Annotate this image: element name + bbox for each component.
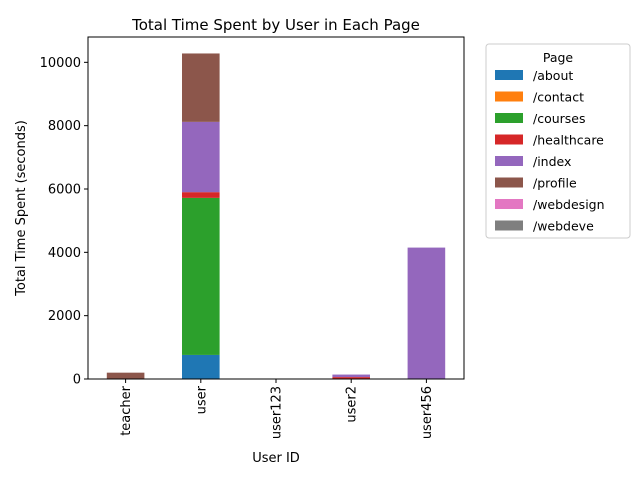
- legend-label-about: /about: [533, 68, 573, 83]
- bar-user-index: [182, 121, 220, 193]
- x-tick-label: user: [194, 385, 209, 414]
- bar-user2-index: [332, 374, 370, 378]
- y-tick-label: 6000: [48, 183, 81, 198]
- legend-label-webdesign: /webdesign: [533, 197, 605, 212]
- legend-swatch-index: [495, 156, 523, 166]
- y-tick-label: 4000: [48, 246, 81, 261]
- legend-swatch-profile: [495, 177, 523, 188]
- bars-group: [106, 53, 446, 379]
- legend: Page /about/contact/courses/healthcare/i…: [485, 43, 631, 239]
- bar-teacher-profile: [106, 372, 145, 379]
- legend-swatch-courses: [495, 113, 523, 123]
- x-tick-label: teacher: [119, 385, 134, 435]
- y-axis: 0 2000 4000 6000 8000 10000: [40, 56, 88, 388]
- x-tick-label: user2: [345, 386, 360, 423]
- legend-label-index: /index: [533, 154, 571, 169]
- x-tick-label: user456: [420, 386, 435, 439]
- y-tick-label: 0: [73, 373, 81, 388]
- y-tick-label: 2000: [48, 309, 81, 324]
- legend-swatch-healthcare: [495, 134, 523, 145]
- y-tick-label: 10000: [40, 56, 81, 71]
- legend-swatch-webdeve: [495, 220, 523, 231]
- legend-label-profile: /profile: [533, 176, 577, 191]
- x-axis: teacher user user123 user2 user456: [119, 379, 435, 439]
- chart-title: Total Time Spent by User in Each Page: [131, 16, 420, 34]
- x-axis-label: User ID: [252, 451, 300, 466]
- legend-label-webdeve: /webdeve: [533, 219, 594, 234]
- legend-label-contact: /contact: [533, 90, 584, 105]
- legend-swatch-webdesign: [495, 199, 523, 209]
- bar-user456-index: [407, 247, 446, 379]
- bar-user-profile: [182, 53, 220, 122]
- legend-swatch-contact: [495, 91, 523, 102]
- bar-user-about: [182, 354, 220, 379]
- x-tick-label: user123: [270, 386, 285, 439]
- legend-swatch-about: [495, 70, 523, 80]
- bar-user2-healthcare: [332, 377, 370, 379]
- legend-title: Page: [543, 50, 574, 65]
- bar-user-healthcare: [182, 192, 220, 198]
- legend-label-courses: /courses: [533, 111, 586, 126]
- bar-user-courses: [182, 197, 220, 355]
- y-axis-label: Total Time Spent (seconds): [14, 120, 29, 297]
- y-tick-label: 8000: [48, 119, 81, 134]
- legend-label-healthcare: /healthcare: [533, 133, 604, 148]
